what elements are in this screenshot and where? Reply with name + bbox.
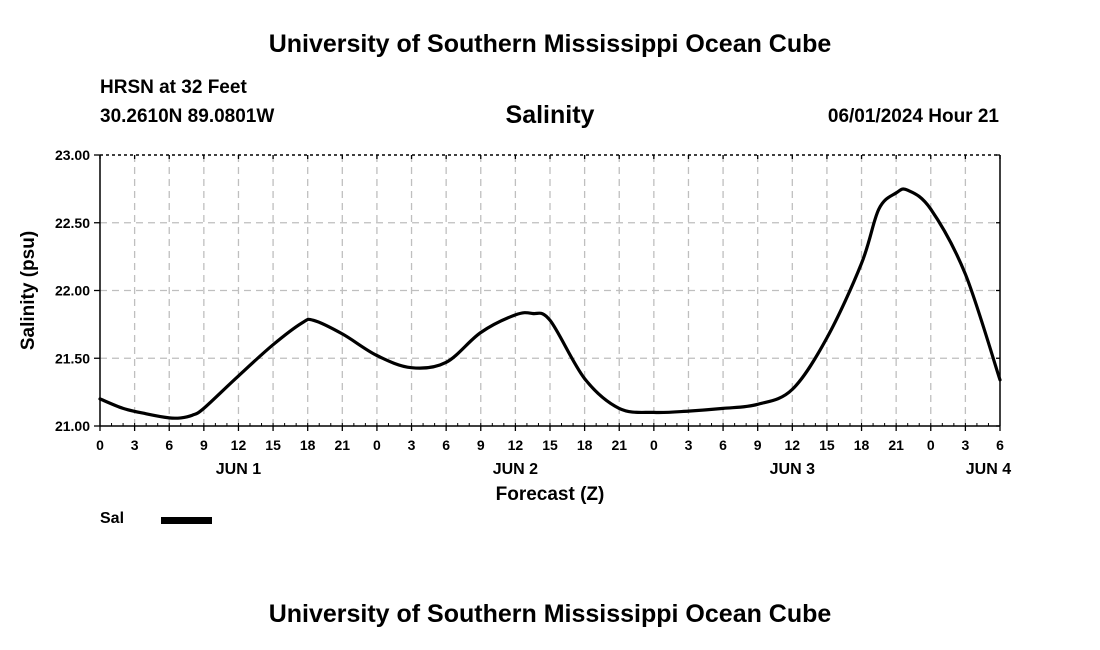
grid-layer [100,155,1000,426]
x-tick-label: 6 [996,437,1004,453]
day-label: JUN 1 [216,461,261,478]
x-tick-label: 21 [888,437,904,453]
x-tick-label: 6 [165,437,173,453]
x-tick-label: 18 [577,437,593,453]
x-tick-label: 0 [96,437,104,453]
x-tick-label: 0 [650,437,658,453]
station-label: HRSN at 32 Feet [100,77,247,98]
x-tick-label: 6 [719,437,727,453]
x-tick-label: 12 [508,437,524,453]
x-tick-label: 21 [335,437,351,453]
y-tick-label: 23.00 [55,147,90,163]
label-layer: 0 3 6 9 12 15 18 21 0 3 6 9 12 15 18 21 0 3 6 9 12 15 18 21 0 3 6 2… [18,147,1011,505]
series-line-sal [98,187,1002,420]
x-tick-label: 0 [373,437,381,453]
y-tick-label: 22.00 [55,283,90,299]
footer-title: University of Southern Mississippi Ocean… [268,600,832,628]
x-tick-label: 9 [200,437,208,453]
x-tick-label: 18 [300,437,316,453]
x-tick-label: 21 [611,437,627,453]
legend-label: Sal [100,510,125,527]
chart-title: Salinity [505,101,595,129]
x-tick-label: 15 [819,437,835,453]
x-tick-label: 9 [477,437,485,453]
x-tick-label: 6 [442,437,450,453]
y-tick-label: 21.50 [55,350,90,366]
x-tick-label: 3 [961,437,969,453]
x-tick-label: 12 [231,437,247,453]
station-coordinates: 30.2610N 89.0801W [100,106,275,127]
y-tick-label: 22.50 [55,215,90,231]
x-tick-label: 15 [265,437,281,453]
x-tick-label: 3 [685,437,693,453]
axis-layer [94,154,1001,431]
y-tick-label: 21.00 [55,418,90,434]
day-label: JUN 2 [493,461,538,478]
x-tick-label: 3 [408,437,416,453]
x-tick-label: 18 [854,437,870,453]
x-tick-label: 3 [131,437,139,453]
y-axis-label: Salinity (psu) [18,231,39,350]
series-layer [98,187,1002,420]
forecast-timestamp: 06/01/2024 Hour 21 [827,106,999,127]
day-label: JUN 4 [966,461,1011,478]
x-tick-label: 0 [927,437,935,453]
x-axis-label: Forecast (Z) [496,484,605,505]
page-title: University of Southern Mississippi Ocean… [268,30,832,58]
x-tick-label: 9 [754,437,762,453]
day-label: JUN 3 [770,461,815,478]
x-tick-label: 15 [542,437,558,453]
x-tick-label: 12 [785,437,801,453]
legend-swatch [161,517,212,524]
